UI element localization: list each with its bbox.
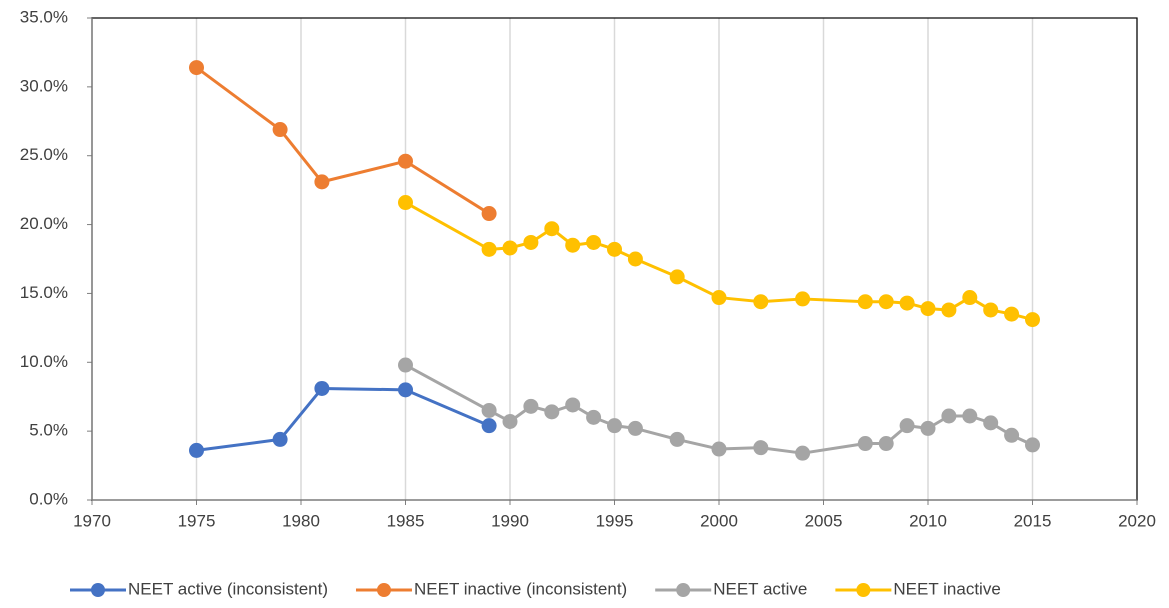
legend-label: NEET active (inconsistent) — [128, 579, 328, 598]
y-tick-label: 10.0% — [20, 352, 68, 371]
point — [502, 240, 518, 256]
y-tick-label: 15.0% — [20, 283, 68, 302]
point — [857, 294, 873, 310]
point — [941, 408, 957, 424]
point — [878, 294, 894, 310]
y-tick-label: 0.0% — [29, 489, 68, 508]
x-tick-label: 1990 — [491, 511, 529, 530]
x-tick-label: 1985 — [387, 511, 425, 530]
x-tick-label: 1970 — [73, 511, 111, 530]
point — [565, 397, 581, 413]
point — [607, 418, 622, 434]
point — [481, 402, 497, 418]
point — [189, 60, 204, 76]
legend-marker — [91, 583, 105, 597]
point — [899, 418, 915, 434]
point — [398, 195, 413, 211]
legend-item: NEET active (inconsistent) — [70, 579, 328, 598]
point — [983, 415, 999, 431]
point — [607, 241, 622, 257]
point — [983, 302, 999, 318]
point — [523, 234, 539, 250]
point — [189, 442, 204, 458]
x-tick-label: 2010 — [909, 511, 947, 530]
legend-item: NEET inactive — [835, 579, 1001, 598]
point — [669, 431, 685, 447]
y-tick-label: 20.0% — [20, 214, 68, 233]
y-tick-label: 30.0% — [20, 76, 68, 95]
x-tick-label: 2000 — [700, 511, 738, 530]
point — [314, 174, 330, 190]
point — [795, 291, 811, 307]
series-line — [404, 201, 1033, 322]
point — [669, 269, 685, 285]
point — [962, 290, 978, 306]
point — [314, 380, 330, 396]
point — [878, 436, 894, 452]
x-tick-label: 2020 — [1118, 511, 1156, 530]
point — [481, 241, 497, 257]
legend-item: NEET inactive (inconsistent) — [355, 579, 627, 598]
point — [1004, 427, 1020, 443]
point — [795, 445, 811, 461]
point — [481, 418, 497, 434]
legend-item: NEET active — [655, 579, 807, 598]
point — [627, 420, 643, 436]
point — [398, 153, 413, 169]
point — [920, 420, 936, 436]
series-line — [195, 66, 490, 215]
point — [586, 234, 602, 250]
point — [523, 398, 539, 414]
point — [1004, 306, 1020, 322]
y-tick-label: 35.0% — [20, 7, 68, 26]
point — [1025, 312, 1040, 328]
legend-marker — [376, 583, 391, 597]
point — [565, 237, 581, 253]
point — [1025, 437, 1040, 453]
point — [398, 357, 413, 373]
legend-marker — [856, 583, 871, 597]
x-tick-label: 1975 — [178, 511, 216, 530]
point — [544, 404, 560, 420]
series-line — [404, 363, 1034, 455]
point — [586, 409, 602, 425]
x-tick-label: 2015 — [1014, 511, 1052, 530]
point — [627, 251, 643, 267]
legend-label: NEET active — [713, 579, 807, 598]
legend-marker — [676, 583, 691, 597]
x-tick-label: 1980 — [282, 511, 320, 530]
x-tick-label: 2005 — [805, 511, 843, 530]
point — [920, 301, 936, 317]
x-tick-label: 1995 — [596, 511, 634, 530]
point — [481, 206, 497, 222]
point — [544, 221, 560, 237]
point — [711, 290, 727, 306]
point — [753, 440, 769, 456]
legend-label: NEET inactive (inconsistent) — [414, 579, 627, 598]
point — [502, 414, 518, 430]
y-tick-label: 25.0% — [20, 145, 68, 164]
point — [272, 431, 288, 447]
point — [941, 302, 957, 318]
point — [857, 436, 873, 452]
point — [272, 122, 288, 138]
point — [899, 295, 915, 311]
legend-label: NEET inactive — [893, 579, 1000, 598]
point — [753, 294, 769, 310]
y-tick-label: 5.0% — [29, 421, 68, 440]
series-line — [196, 386, 490, 452]
point — [962, 408, 978, 424]
point — [398, 382, 413, 398]
point — [711, 441, 727, 457]
